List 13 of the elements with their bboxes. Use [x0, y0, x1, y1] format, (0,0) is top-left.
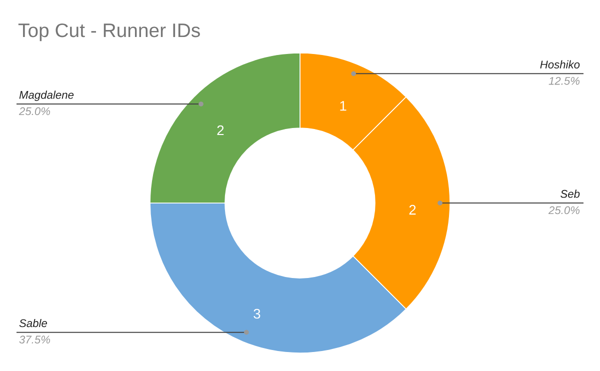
data-label: 1 — [340, 101, 346, 111]
slice-label: Hoshiko — [540, 60, 580, 68]
chart-title: Top Cut - Runner IDs — [18, 23, 200, 42]
data-label: 3 — [254, 308, 260, 319]
slice-label: Seb — [560, 190, 580, 198]
data-label: 2 — [217, 125, 224, 136]
text: 12.5% — [548, 76, 580, 85]
slice-label: Sable — [19, 318, 48, 328]
data-label: 2 — [409, 204, 416, 215]
slice-label: Magdalene — [19, 90, 74, 102]
text: 25.0% — [548, 206, 580, 214]
text: 25.0% — [18, 107, 50, 116]
text: 37.5% — [19, 336, 50, 344]
